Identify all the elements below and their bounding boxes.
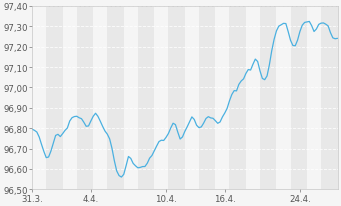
Bar [246, 7, 260, 190]
Bar [185, 7, 199, 190]
Bar [307, 7, 321, 190]
Bar [93, 7, 107, 190]
Bar [216, 7, 229, 190]
Bar [63, 7, 77, 190]
Bar [124, 7, 138, 190]
Bar [277, 7, 291, 190]
Bar [154, 7, 168, 190]
Bar [32, 7, 46, 190]
